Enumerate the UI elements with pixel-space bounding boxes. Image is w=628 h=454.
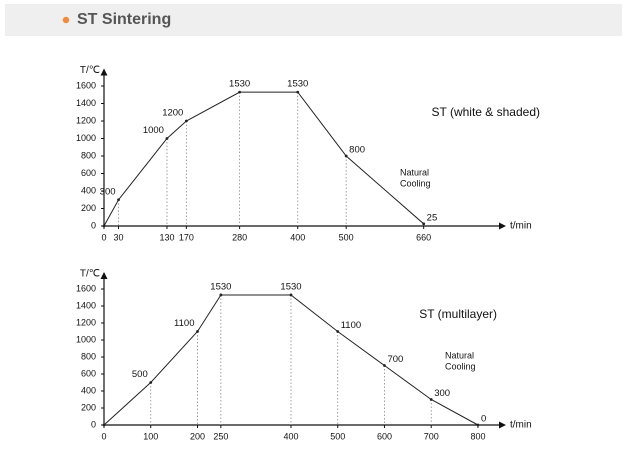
y-axis-arrow xyxy=(100,272,108,279)
annotation: Cooling xyxy=(445,361,476,371)
x-tick-label: 500 xyxy=(330,431,345,441)
x-tick-label: 170 xyxy=(179,232,194,242)
point xyxy=(344,154,348,158)
point xyxy=(238,90,242,94)
header-band xyxy=(5,4,622,36)
y-axis-arrow xyxy=(100,68,108,76)
data-label: 1000 xyxy=(143,125,164,136)
x-tick-label: 800 xyxy=(470,431,485,441)
series-label: ST (multilayer) xyxy=(419,307,497,321)
point xyxy=(296,90,300,94)
x-tick-label: 200 xyxy=(190,431,205,441)
x-tick-label: 250 xyxy=(213,431,228,441)
data-label: 1530 xyxy=(229,79,250,90)
data-label: 0 xyxy=(481,414,486,425)
point xyxy=(102,423,106,427)
y-tick-label: 0 xyxy=(91,220,96,230)
y-tick-label: 1400 xyxy=(76,300,96,310)
data-label: 1100 xyxy=(341,320,361,331)
y-tick-label: 1000 xyxy=(76,133,96,143)
annotation: Cooling xyxy=(400,178,431,188)
y-tick-label: 1000 xyxy=(76,334,96,344)
y-tick-label: 800 xyxy=(81,150,96,160)
data-label: 25 xyxy=(427,212,438,223)
x-axis-arrow xyxy=(499,421,506,429)
x-tick-label: 400 xyxy=(283,431,298,441)
x-tick-label: 700 xyxy=(424,431,439,441)
data-label: 1530 xyxy=(280,281,301,292)
x-tick-label: 280 xyxy=(232,232,247,242)
data-label: 300 xyxy=(100,186,116,197)
annotation: Natural xyxy=(445,350,474,360)
data-label: 1100 xyxy=(174,318,194,329)
x-tick-label: 660 xyxy=(416,232,431,242)
y-tick-label: 0 xyxy=(91,419,96,429)
y-tick-label: 1600 xyxy=(76,283,96,293)
header-bullet xyxy=(62,16,70,24)
x-axis-arrow xyxy=(499,222,506,230)
data-label: 800 xyxy=(349,145,365,156)
point xyxy=(383,364,386,367)
point xyxy=(289,293,293,297)
y-tick-label: 400 xyxy=(81,385,96,395)
x-tick-label: 500 xyxy=(339,232,354,242)
y-tick-label: 400 xyxy=(81,185,96,195)
point xyxy=(336,330,340,333)
x-tick-label: 600 xyxy=(377,431,392,441)
point xyxy=(429,398,433,401)
y-tick-label: 600 xyxy=(81,168,96,178)
y-axis-label: T/℃ xyxy=(80,269,100,280)
point xyxy=(102,224,106,228)
data-label: 300 xyxy=(434,388,450,399)
header-title: ST Sintering xyxy=(77,11,171,28)
y-tick-label: 800 xyxy=(81,351,96,361)
y-axis-label: T/℃ xyxy=(80,65,100,76)
point xyxy=(476,423,480,427)
x-tick-label: 30 xyxy=(114,232,124,242)
point xyxy=(165,137,169,140)
point xyxy=(149,381,153,384)
point xyxy=(219,293,223,297)
y-tick-label: 1400 xyxy=(76,98,96,108)
x-tick-label: 0 xyxy=(101,232,106,242)
data-label: 1530 xyxy=(210,281,231,292)
data-label: 500 xyxy=(132,369,148,380)
point xyxy=(196,330,199,333)
data-label: 700 xyxy=(387,354,403,365)
x-tick-label: 0 xyxy=(101,431,106,441)
y-tick-label: 200 xyxy=(81,203,96,213)
series-line xyxy=(103,91,424,227)
data-label: 1200 xyxy=(162,108,183,119)
y-tick-label: 1600 xyxy=(76,80,96,90)
point xyxy=(422,222,426,226)
point xyxy=(184,119,188,123)
data-label: 1530 xyxy=(287,79,308,90)
x-tick-label: 100 xyxy=(143,431,158,441)
x-axis-label: t/min xyxy=(510,420,532,431)
series-label: ST (white & shaded) xyxy=(432,105,541,119)
y-tick-label: 1200 xyxy=(76,115,96,125)
y-tick-label: 200 xyxy=(81,402,96,412)
x-tick-label: 400 xyxy=(290,232,305,242)
annotation: Natural xyxy=(400,167,429,177)
y-tick-label: 1200 xyxy=(76,317,96,327)
point xyxy=(117,198,120,202)
y-tick-label: 600 xyxy=(81,368,96,378)
x-axis-label: t/min xyxy=(510,221,532,232)
x-tick-label: 130 xyxy=(159,232,174,242)
